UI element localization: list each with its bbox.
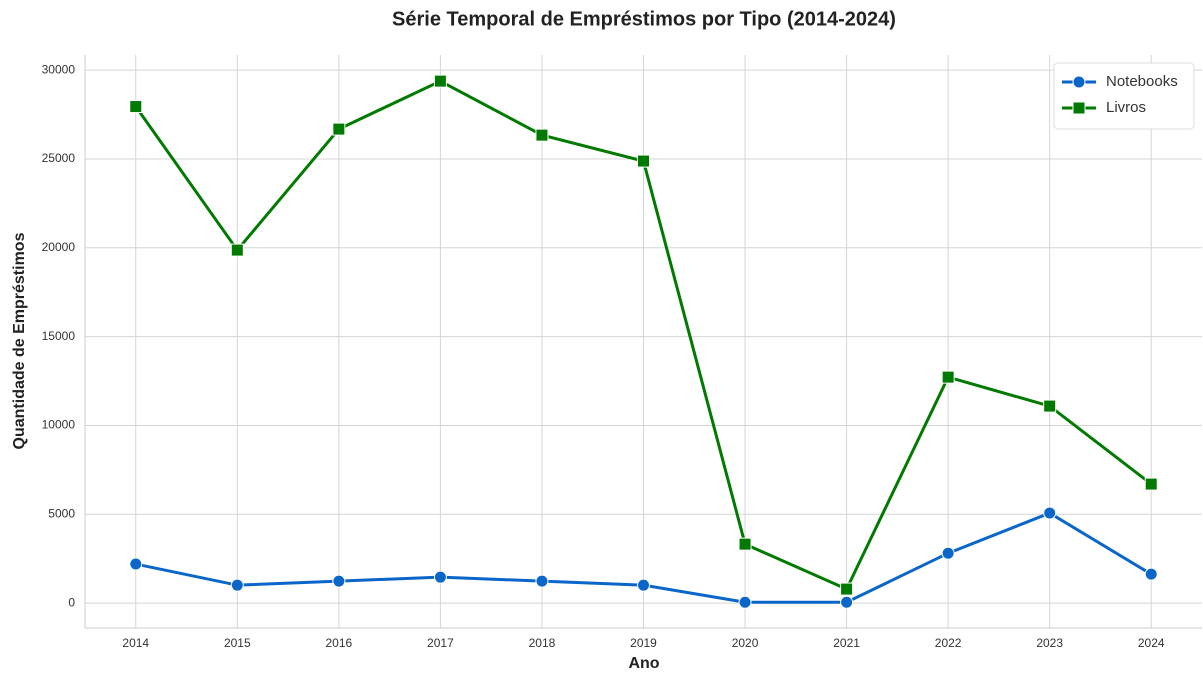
legend: Notebooks Livros bbox=[1053, 62, 1195, 130]
marker bbox=[1144, 477, 1158, 491]
x-tick-label: 2018 bbox=[529, 636, 556, 650]
marker bbox=[129, 557, 143, 571]
y-tick-label: 20000 bbox=[42, 240, 76, 254]
y-tick-label: 0 bbox=[68, 595, 75, 609]
x-tick-label: 2014 bbox=[122, 636, 149, 650]
marker bbox=[230, 243, 244, 257]
chart-title: Série Temporal de Empréstimos por Tipo (… bbox=[392, 8, 896, 30]
marker bbox=[1144, 567, 1158, 581]
marker bbox=[230, 578, 244, 592]
x-tick-label: 2016 bbox=[326, 636, 353, 650]
y-tick-label: 25000 bbox=[42, 151, 76, 165]
x-tick-label: 2024 bbox=[1138, 636, 1165, 650]
marker bbox=[332, 574, 346, 588]
x-tick-label: 2019 bbox=[630, 636, 657, 650]
marker bbox=[941, 546, 955, 560]
legend-label: Livros bbox=[1106, 99, 1146, 116]
marker bbox=[840, 582, 854, 596]
marker bbox=[433, 74, 447, 88]
marker bbox=[941, 370, 955, 384]
marker bbox=[738, 595, 752, 609]
marker bbox=[840, 595, 854, 609]
x-tick-label: 2022 bbox=[935, 636, 962, 650]
marker bbox=[637, 578, 650, 592]
x-tick-label: 2015 bbox=[224, 636, 251, 650]
marker bbox=[535, 574, 549, 588]
marker bbox=[535, 128, 549, 142]
marker bbox=[1043, 506, 1057, 520]
marker bbox=[433, 570, 447, 584]
x-tick-label: 2020 bbox=[732, 636, 759, 650]
legend-label: Notebooks bbox=[1106, 73, 1178, 90]
marker bbox=[129, 100, 143, 114]
marker bbox=[1072, 101, 1086, 115]
x-tick-label: 2021 bbox=[833, 636, 860, 650]
marker bbox=[1043, 399, 1057, 413]
y-tick-label: 5000 bbox=[48, 506, 75, 520]
y-tick-label: 30000 bbox=[42, 62, 76, 76]
marker bbox=[738, 537, 752, 551]
y-axis-label: Quantidade de Empréstimos bbox=[11, 232, 28, 449]
x-tick-label: 2017 bbox=[427, 636, 454, 650]
y-tick-label: 10000 bbox=[42, 418, 76, 432]
legend-box bbox=[1053, 62, 1195, 130]
x-tick-label: 2023 bbox=[1036, 636, 1063, 650]
marker bbox=[1072, 75, 1086, 89]
marker bbox=[332, 122, 346, 136]
marker bbox=[637, 154, 650, 168]
x-axis-label: Ano bbox=[628, 655, 659, 672]
y-tick-label: 15000 bbox=[42, 329, 76, 343]
